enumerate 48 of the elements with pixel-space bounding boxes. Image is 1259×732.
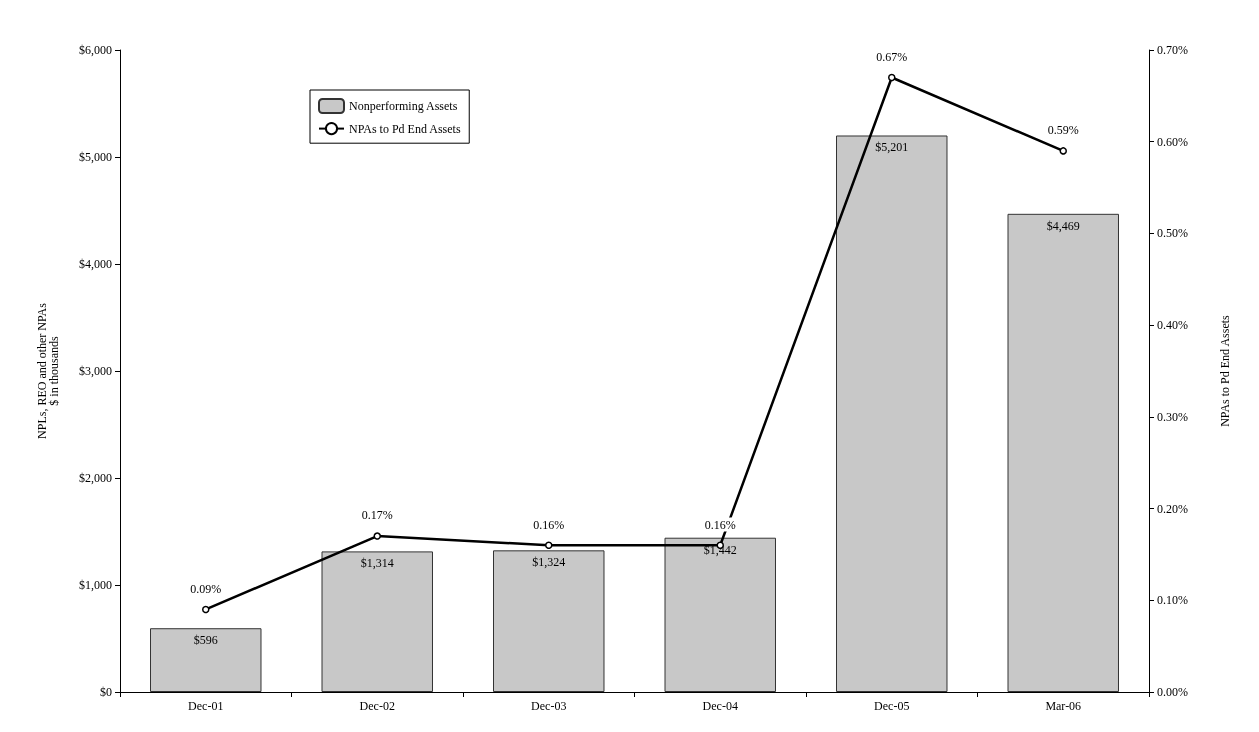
data-label: 0.09% [190, 581, 222, 596]
x-tick-label: Dec-03 [531, 699, 567, 713]
data-label: 0.16% [704, 517, 736, 532]
y-tick-label: $5,000 [79, 150, 112, 164]
y-tick-label: $0 [100, 685, 112, 699]
x-tick-label: Mar-06 [1045, 699, 1082, 713]
data-label: $1,324 [532, 555, 566, 570]
point [1059, 147, 1067, 155]
bar [321, 551, 433, 692]
data-label: $4,469 [1046, 218, 1080, 233]
point [373, 532, 381, 540]
data-label: 0.67% [876, 49, 908, 64]
point [202, 605, 210, 614]
y-tick-label: $6,000 [79, 43, 112, 57]
x-tick-label: Dec-04 [702, 699, 738, 713]
data-label: 0.17% [361, 508, 393, 523]
legend-label: Nonperforming Assets [349, 99, 458, 113]
y2-tick-label: 0.00% [1157, 685, 1188, 699]
legend-label: NPAs to Pd End Assets [349, 121, 461, 136]
bar [493, 550, 605, 692]
y2-tick-label: 0.40% [1157, 318, 1188, 333]
data-label: $1,314 [360, 556, 394, 571]
x-tick-label: Dec-01 [188, 699, 224, 713]
point [888, 73, 896, 82]
bar [664, 537, 776, 692]
y2-tick-label: 0.30% [1157, 409, 1188, 424]
data-label: 0.16% [533, 517, 565, 532]
y2-tick-label: 0.20% [1157, 501, 1188, 516]
bar [1007, 213, 1119, 692]
data-label: 0.59% [1047, 123, 1079, 138]
data-label: $1,442 [703, 542, 737, 557]
y2-tick-label: 0.50% [1157, 226, 1188, 241]
y2-tick-label: 0.10% [1157, 593, 1188, 608]
x-tick-label: Dec-02 [359, 699, 395, 713]
x-tick-label: Dec-05 [874, 699, 910, 713]
bar [836, 135, 948, 692]
y-axis-title: NPLs, REO and other NPAs $ in thousands [35, 302, 61, 439]
y2-tick-label: 0.70% [1157, 43, 1188, 57]
y2-tick-label: 0.60% [1157, 134, 1188, 149]
y-tick-label: $4,000 [79, 257, 112, 271]
y-tick-label: $3,000 [79, 364, 112, 378]
data-label: $596 [193, 633, 218, 648]
point [545, 541, 553, 550]
y2-axis-title: NPAs to Pd End Assets [1218, 314, 1232, 427]
bar [150, 628, 262, 692]
y-tick-label: $2,000 [79, 471, 112, 485]
y-tick-label: $1,000 [79, 578, 112, 592]
data-label: $5,201 [875, 140, 909, 155]
